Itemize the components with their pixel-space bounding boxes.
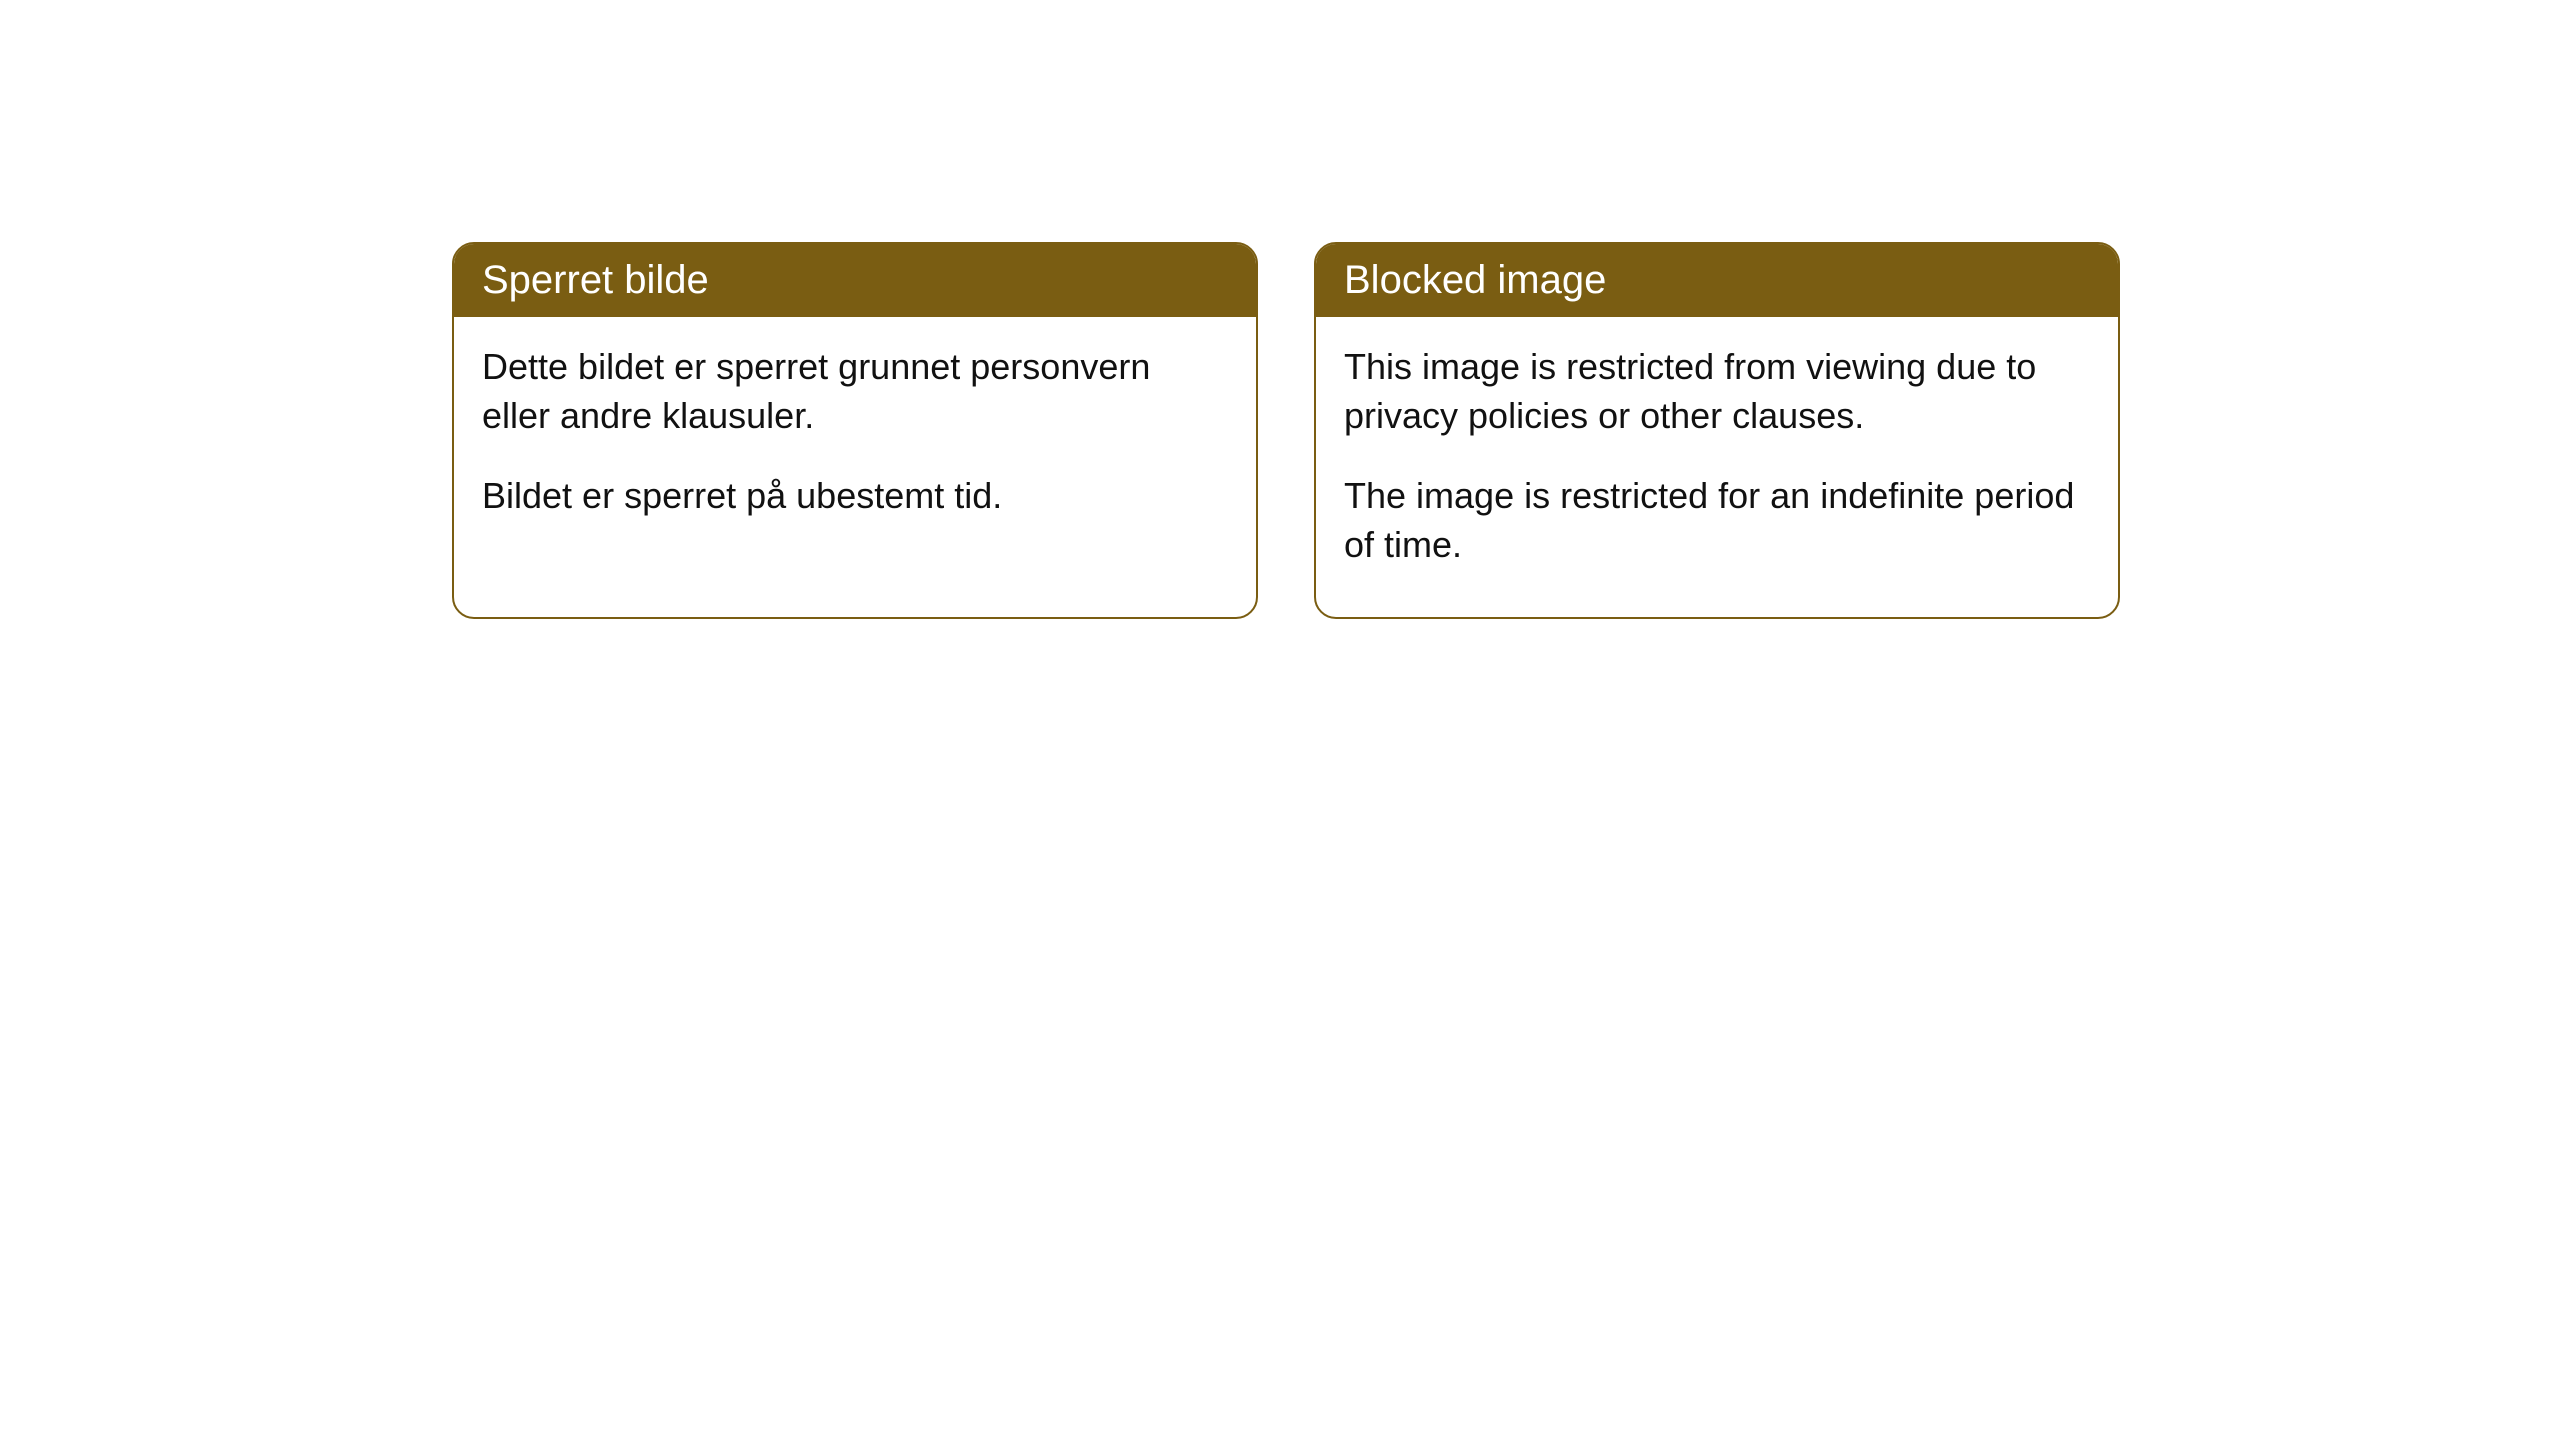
card-title-en: Blocked image (1316, 244, 2118, 317)
card-paragraph-2-no: Bildet er sperret på ubestemt tid. (482, 472, 1228, 521)
notice-cards-container: Sperret bilde Dette bildet er sperret gr… (0, 0, 2560, 619)
card-body-en: This image is restricted from viewing du… (1316, 317, 2118, 617)
blocked-image-card-no: Sperret bilde Dette bildet er sperret gr… (452, 242, 1258, 619)
card-body-no: Dette bildet er sperret grunnet personve… (454, 317, 1256, 569)
card-paragraph-1-en: This image is restricted from viewing du… (1344, 343, 2090, 440)
card-paragraph-1-no: Dette bildet er sperret grunnet personve… (482, 343, 1228, 440)
card-paragraph-2-en: The image is restricted for an indefinit… (1344, 472, 2090, 569)
blocked-image-card-en: Blocked image This image is restricted f… (1314, 242, 2120, 619)
card-title-no: Sperret bilde (454, 244, 1256, 317)
